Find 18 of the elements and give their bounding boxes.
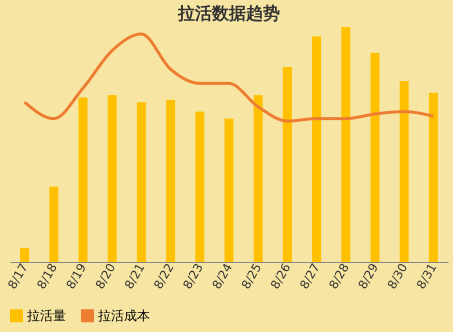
bar	[195, 112, 204, 262]
bar	[254, 95, 263, 262]
bar	[224, 118, 234, 262]
bar	[78, 98, 88, 262]
bar	[370, 52, 380, 262]
bar	[166, 100, 176, 262]
bar	[428, 92, 438, 262]
chart-title: 拉活数据趋势	[177, 4, 280, 24]
legend-label: 拉活量	[27, 308, 66, 324]
bar	[282, 66, 292, 262]
bar	[49, 186, 58, 262]
bar	[341, 27, 350, 262]
bar	[20, 248, 30, 262]
bar	[136, 102, 146, 262]
bar	[400, 81, 409, 262]
bar	[108, 95, 117, 262]
bar	[312, 36, 322, 262]
legend-label: 拉活成本	[98, 308, 150, 324]
